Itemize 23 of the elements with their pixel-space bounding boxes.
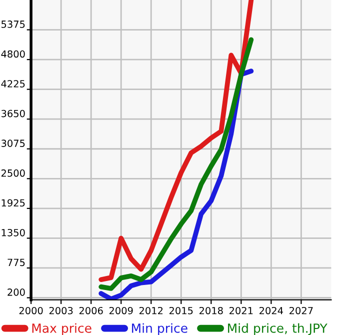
- y-tick-label: 4225: [1, 80, 25, 88]
- y-tick-label: 775: [8, 258, 25, 266]
- x-tick-label: 2024: [260, 306, 283, 314]
- x-tick-label: 2000: [19, 306, 43, 314]
- legend-label: Max price: [32, 323, 92, 335]
- y-tick-label: 2500: [1, 169, 25, 177]
- x-tick-label: 2018: [199, 306, 223, 314]
- x-tick-label: 2015: [169, 306, 193, 314]
- x-tick-label: 2003: [49, 306, 73, 314]
- y-tick-label: 1350: [2, 228, 25, 236]
- y-tick-label: 200: [8, 288, 25, 296]
- legend-label: Mid price, th.JPY: [228, 323, 328, 335]
- x-tick-label: 2021: [229, 306, 253, 314]
- x-tick-label: 2012: [139, 306, 163, 314]
- y-tick-label: 3075: [1, 140, 25, 147]
- legend-label: Min price: [132, 323, 188, 335]
- x-tick-label: 2027: [290, 306, 313, 314]
- y-tick-label: 4800: [1, 50, 25, 58]
- y-tick-label: 5375: [2, 20, 25, 28]
- y-tick-label: 3650: [1, 110, 25, 118]
- x-tick-label: 2006: [79, 306, 103, 314]
- x-tick-label: 2009: [109, 306, 133, 314]
- y-tick-label: 1925: [2, 199, 25, 207]
